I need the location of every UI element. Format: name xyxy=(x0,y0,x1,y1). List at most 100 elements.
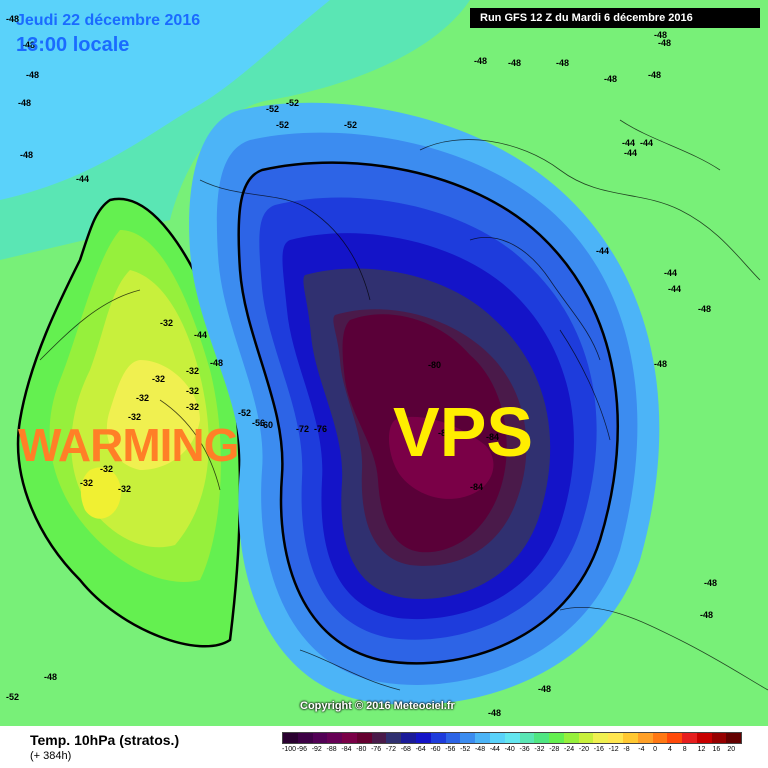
scale-tick-label: -24 xyxy=(564,746,575,753)
scale-tick-label: -8 xyxy=(623,746,630,753)
vps-annotation: VPS xyxy=(393,393,534,471)
isotherm-labels: -48 -44 -48 -48 -48 -48 -48 -48 -52 -52 … xyxy=(6,14,717,718)
valid-time: 13:00 locale xyxy=(16,34,130,56)
scale-tick-label: -84 xyxy=(341,746,352,753)
scale-tick-label: -52 xyxy=(460,746,471,753)
isotherm-label: -76 xyxy=(314,424,327,434)
scale-tick-label: -48 xyxy=(474,746,486,753)
scale-tick-label: -76 xyxy=(371,746,382,753)
scale-tick-label: -96 xyxy=(296,746,307,753)
scale-swatch xyxy=(519,733,535,743)
scale-tick-label: -40 xyxy=(504,746,515,753)
scale-swatch xyxy=(667,733,683,743)
isotherm-label: -48 xyxy=(44,672,57,682)
scale-swatch xyxy=(283,733,298,743)
scale-swatch xyxy=(711,733,727,743)
isotherm-label: -84 xyxy=(486,432,499,442)
isotherm-label: -32 xyxy=(80,478,93,488)
isotherm-label: -48 xyxy=(698,304,711,314)
isotherm-label: -32 xyxy=(100,464,113,474)
vortex-outline xyxy=(237,161,619,665)
scale-swatch xyxy=(475,733,490,743)
coastlines xyxy=(39,119,768,691)
isotherm-label: -56 xyxy=(252,418,265,428)
scale-swatch xyxy=(622,733,638,743)
isotherm-label: -84 xyxy=(438,428,451,438)
warm-band-minus32 xyxy=(106,360,200,470)
scale-swatch xyxy=(726,733,742,743)
isotherm-label: -48 xyxy=(556,58,569,68)
isotherm-label: -44 xyxy=(664,268,677,278)
run-info: Run GFS 12 Z du Mardi 6 décembre 2016 xyxy=(470,8,760,28)
scale-swatch xyxy=(534,733,550,743)
scale-swatch xyxy=(682,733,697,743)
scale-tick-label: -68 xyxy=(400,746,411,753)
scale-swatch xyxy=(696,733,712,743)
isotherm-label: -84 xyxy=(470,482,483,492)
scale-swatch xyxy=(342,733,357,743)
scale-swatch xyxy=(297,733,313,743)
scale-swatch xyxy=(371,733,387,743)
isotherm-label: -48 xyxy=(700,610,713,620)
isotherm-label: -48 xyxy=(22,40,35,50)
scale-tick-label: 16 xyxy=(712,746,721,753)
scale-tick-label: -16 xyxy=(593,746,604,753)
isotherm-label: -80 xyxy=(428,360,441,370)
isotherm-label: -32 xyxy=(118,484,131,494)
isotherm-label: -48 xyxy=(704,578,717,588)
scale-tick-label: 0 xyxy=(653,746,657,753)
scale-tick-label: -64 xyxy=(415,746,426,753)
scale-tick-label: -92 xyxy=(311,746,322,753)
stratosphere-temperature-map: -48 -44 -48 -48 -48 -48 -48 -48 -52 -52 … xyxy=(0,0,768,726)
warm-core xyxy=(80,467,121,519)
scale-swatch xyxy=(637,733,653,743)
scale-tick-label: -36 xyxy=(519,746,530,753)
isotherm-label: -32 xyxy=(186,402,199,412)
isotherm-label: -32 xyxy=(160,318,173,328)
scale-swatch xyxy=(416,733,431,743)
color-scale-ticks: -100 -96 -92 -88 -84 -80 -76 -72 -68 -64 -60 -56 -52… xyxy=(282,746,742,753)
scale-swatch xyxy=(460,733,476,743)
isotherm-label: -44 xyxy=(194,330,207,340)
parameter-label: Temp. 10hPa (stratos.) xyxy=(30,732,180,748)
scale-swatch xyxy=(489,733,505,743)
isotherm-label: -32 xyxy=(152,374,165,384)
scale-swatch xyxy=(563,733,579,743)
valid-date: Jeudi 22 décembre 2016 xyxy=(16,12,201,29)
scale-swatch xyxy=(445,733,461,743)
isotherm-label: -44 xyxy=(668,284,681,294)
isotherm-label: -48 xyxy=(654,30,667,40)
isotherm-label: -48 xyxy=(474,56,487,66)
isotherm-label: -52 xyxy=(286,98,299,108)
scale-tick-label: -56 xyxy=(445,746,456,753)
isotherm-label: -48 xyxy=(18,98,31,108)
isotherm-label: -44 xyxy=(624,148,637,158)
scale-tick-label: -60 xyxy=(430,746,441,753)
scale-swatch xyxy=(504,733,520,743)
isotherm-label: -44 xyxy=(622,138,635,148)
isotherm-label: -52 xyxy=(344,120,357,130)
isotherm-label: -72 xyxy=(296,424,309,434)
scale-tick-label: 4 xyxy=(667,746,672,753)
scale-tick-label: -44 xyxy=(489,746,500,753)
scale-tick-label: -20 xyxy=(578,746,589,753)
isotherm-label: -48 xyxy=(6,14,19,24)
isotherm-label: -52 xyxy=(6,692,19,702)
scale-swatch xyxy=(593,733,609,743)
isotherm-label: -48 xyxy=(508,58,521,68)
isotherm-label: -48 xyxy=(538,684,551,694)
isotherm-label: -48 xyxy=(648,70,661,80)
footer: Temp. 10hPa (stratos.) (+ 384h) -100 -96-… xyxy=(0,726,768,768)
band-minus48-west xyxy=(0,0,330,200)
scale-swatch xyxy=(401,733,417,743)
scale-tick-label: -100 xyxy=(282,746,297,753)
vortex-core-minus84 xyxy=(388,416,494,499)
isotherm-label: -48 xyxy=(26,70,39,80)
scale-tick-label: -4 xyxy=(638,746,645,753)
isotherm-label: -48 xyxy=(654,359,667,369)
warming-annotation: WARMING xyxy=(18,419,239,471)
scale-swatch xyxy=(652,733,668,743)
scale-tick-label: 20 xyxy=(727,746,736,753)
isotherm-label: -32 xyxy=(186,366,199,376)
scale-swatch xyxy=(312,733,328,743)
